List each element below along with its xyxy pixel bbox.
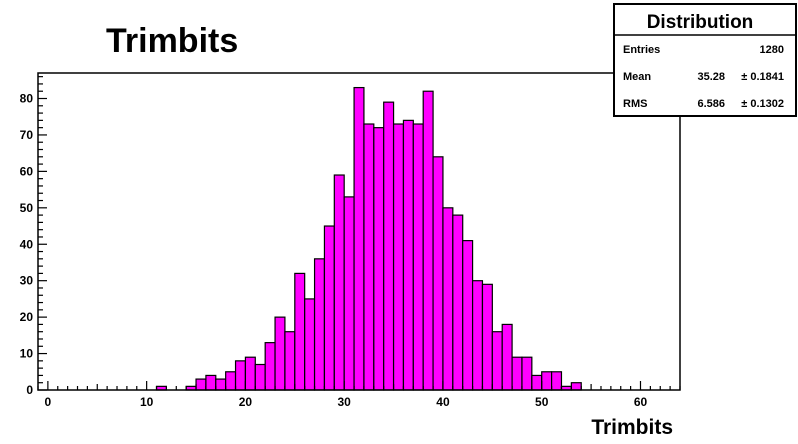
histogram-bar [570, 382, 582, 391]
histogram-bar [373, 127, 385, 391]
histogram-bar [264, 342, 276, 391]
x-tick-label: 60 [634, 395, 648, 409]
histogram-bar [462, 240, 474, 391]
histogram-bar [323, 225, 335, 391]
histogram-bar [205, 374, 217, 391]
histogram-bars [155, 86, 582, 391]
y-tick-label: 70 [20, 128, 34, 142]
histogram-bar [521, 356, 533, 391]
x-axis: 0 10 20 30 40 50 60 [37, 381, 681, 409]
histogram-bar [422, 90, 434, 391]
histogram-bar [481, 283, 493, 391]
stats-entries-label: Entries [623, 44, 660, 56]
histogram-bar [353, 86, 365, 391]
y-axis: 0 10 20 30 40 50 60 70 80 [20, 76, 47, 397]
x-tick-label: 40 [436, 395, 450, 409]
y-tick-label: 10 [20, 347, 34, 361]
histogram-bar [541, 371, 553, 391]
stats-box-frame [613, 3, 797, 117]
histogram-bar [511, 356, 523, 391]
stats-mean-error: ± 0.1841 [741, 71, 784, 83]
histogram-bar [392, 123, 405, 391]
x-tick-label: 10 [140, 395, 154, 409]
histogram-bar [412, 123, 424, 391]
histogram-bar [442, 207, 454, 391]
histogram-bar [333, 174, 345, 391]
y-tick-label: 20 [20, 310, 34, 324]
histogram-bar [531, 374, 543, 391]
x-tick-label: 20 [239, 395, 253, 409]
histogram-bar [215, 378, 227, 391]
x-tick-label: 0 [45, 395, 52, 409]
stats-box: Distribution Entries 1280 Mean 35.28 ± 0… [613, 3, 797, 117]
histogram-bar [234, 360, 247, 391]
y-tick-label: 0 [26, 383, 33, 397]
histogram-bar [471, 280, 484, 391]
histogram-bar [313, 258, 326, 391]
histogram-bar [225, 371, 237, 391]
histogram-bar [244, 356, 256, 391]
x-tick-label: 30 [338, 395, 352, 409]
stats-entries-value: 1280 [760, 44, 784, 56]
histogram-bar [432, 156, 444, 391]
histogram-bar [343, 196, 355, 391]
histogram-bar [284, 331, 296, 391]
histogram-bar [550, 371, 563, 391]
stats-mean-label: Mean [623, 71, 651, 83]
histogram-bar [491, 331, 503, 391]
y-tick-label: 60 [20, 164, 34, 178]
x-axis-label: Trimbits [591, 416, 673, 439]
chart-title: Trimbits [106, 22, 238, 60]
histogram-bar [304, 298, 316, 391]
histogram-bar [195, 378, 207, 391]
histogram-bar [402, 119, 414, 391]
stats-box-title: Distribution [647, 12, 754, 33]
stats-rms-label: RMS [623, 98, 647, 110]
x-tick-label: 50 [535, 395, 549, 409]
histogram-bar [254, 363, 266, 391]
histogram-bar [383, 101, 395, 391]
histogram-bar [274, 316, 286, 391]
plot-frame [37, 72, 681, 391]
y-tick-label: 50 [20, 201, 34, 215]
stats-mean-value: 35.28 [697, 71, 725, 83]
stats-rms-error: ± 0.1302 [741, 98, 784, 110]
histogram-bar [452, 214, 464, 391]
y-tick-label: 30 [20, 274, 34, 288]
y-tick-label: 80 [20, 92, 34, 106]
histogram-bar [363, 123, 375, 391]
y-tick-label: 40 [20, 237, 34, 251]
histogram-bar [294, 272, 306, 391]
histogram-bar [501, 323, 513, 391]
stats-rms-value: 6.586 [697, 98, 725, 110]
